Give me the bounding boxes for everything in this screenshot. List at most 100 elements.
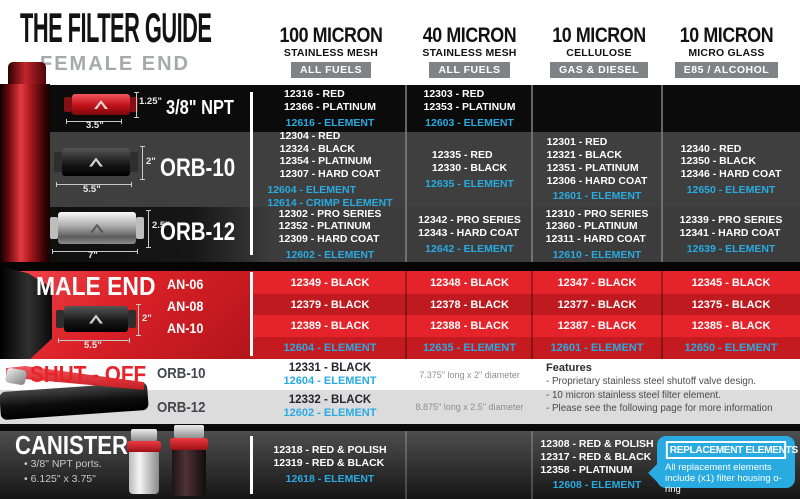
part-numbers: 12302 - PRO SERIES 12352 - PLATINUM 1230… — [278, 207, 382, 246]
canister-photo-black — [172, 450, 206, 496]
red-filter-photo-cap — [8, 62, 46, 88]
dimension-line — [52, 249, 138, 254]
element-part-numbers: 12635 - ELEMENT — [425, 177, 514, 190]
size-spec: 7.375" long x 2" diameter — [419, 369, 520, 380]
aeromotive-logo-icon — [90, 223, 104, 233]
orb12-filter-photo — [50, 212, 144, 244]
cell-shutoff-orb12: 12332 - BLACK 12602 - ELEMENT — [255, 390, 405, 424]
micron-rating: 40 MICRON — [422, 24, 517, 47]
canister-photo-cap — [127, 441, 161, 452]
npt-filter-photo — [64, 94, 138, 115]
features-list: - Proprietary stainless steel shutoff va… — [546, 376, 773, 415]
element-part-numbers: 12608 - ELEMENT — [552, 479, 642, 492]
canister-specs: • 3/8" NPT ports. • 6.125" x 3.75" — [24, 458, 102, 486]
cell-canister-100micron: 12318 - RED & POLISH 12319 - RED & BLACK… — [255, 431, 405, 499]
dimension-line — [58, 338, 130, 343]
diameter-dimension: 2.5" — [152, 220, 170, 231]
female-end-label: FEMALE END — [40, 53, 190, 75]
cell-100micron-npt: 12316 - RED 12366 - PLATINUM 12616 - ELE… — [255, 85, 405, 132]
dimension-line — [66, 119, 122, 124]
media-type: CELLULOSE — [566, 47, 632, 59]
element-part-number: 12602 - ELEMENT — [283, 407, 377, 420]
micron-rating: 100 MICRON — [279, 24, 383, 47]
label-divider — [250, 92, 253, 255]
header: THE FILTER GUIDE FEMALE END 100 MICRON S… — [0, 0, 800, 85]
cell-shutoff-orb10: 12331 - BLACK 12604 - ELEMENT — [255, 359, 405, 390]
row-label: 3/8" NPT — [166, 97, 234, 119]
cell-microglass-orb12: 12339 - PRO SERIES 12341 - HARD COAT 126… — [662, 207, 800, 262]
diameter-dimension: 2" — [142, 313, 152, 324]
row-label-shutoff-orb10: ORB-10 — [157, 365, 206, 382]
cell-100micron-an10: 12389 - BLACK — [290, 320, 370, 332]
cell-cellulose-orb12: 12310 - PRO SERIES 12360 - PLATINUM 1231… — [532, 207, 662, 262]
part-numbers: 12335 - RED 12330 - BLACK — [431, 148, 508, 174]
cell-100micron-orb12: 12302 - PRO SERIES 12352 - PLATINUM 1230… — [255, 207, 405, 262]
row-label: ORB-10 — [160, 154, 236, 182]
dimension-line — [56, 182, 132, 187]
row-label-an08: AN-08 — [167, 298, 204, 314]
row-label-an10: AN-10 — [167, 320, 204, 336]
cell-100micron-orb10: 12304 - RED 12324 - BLACK 12354 - PLATIN… — [255, 129, 405, 209]
row-label: ORB-12 — [160, 218, 236, 246]
element-part-numbers: 12604 - ELEMENT 12614 - CRIMP ELEMENT — [267, 184, 393, 209]
fuel-badge: ALL FUELS — [429, 62, 510, 78]
cell-100micron-an08: 12379 - BLACK — [290, 298, 370, 311]
length-dimension: 7" — [88, 250, 98, 261]
canister-photo-bracket — [131, 429, 157, 441]
element-part-numbers: 12616 - ELEMENT — [285, 116, 375, 129]
cell-40micron-orb12: 12342 - PRO SERIES 12343 - HARD COAT 126… — [407, 207, 532, 262]
part-numbers: 12340 - RED 12350 - BLACK 12346 - HARD C… — [680, 142, 782, 181]
part-numbers: 12304 - RED 12324 - BLACK 12354 - PLATIN… — [279, 129, 381, 181]
dimension-line — [136, 304, 141, 336]
part-number: 12331 - BLACK — [288, 361, 372, 374]
element-part-numbers: 12650 - ELEMENT — [684, 342, 778, 354]
part-numbers: 12301 - RED 12321 - BLACK 12351 - PLATIN… — [546, 136, 648, 187]
row-npt: 3/8" NPT 1.25" 3.5" 12316 - RED 12366 - … — [0, 85, 800, 217]
cell-microglass-an10: 12385 - BLACK — [691, 320, 771, 332]
part-numbers: 12310 - PRO SERIES 12360 - PLATINUM 1231… — [545, 207, 649, 246]
element-part-numbers: 12635 - ELEMENT — [423, 342, 516, 354]
element-part-numbers: 12618 - ELEMENT — [285, 473, 375, 485]
cell-cellulose-an10: 12387 - BLACK — [557, 320, 637, 332]
diameter-dimension: 1.25" — [139, 96, 162, 107]
male-end-title: MALE END — [36, 271, 156, 301]
element-part-numbers: 12603 - ELEMENT — [425, 116, 514, 129]
canister-title: CANISTER — [15, 430, 128, 460]
fuel-badge: ALL FUELS — [290, 62, 372, 78]
size-spec: 8.875" long x 2.5" diameter — [415, 402, 524, 412]
diameter-dimension: 2" — [146, 156, 156, 167]
column-divider — [661, 271, 663, 359]
column-divider — [661, 85, 663, 262]
an-filter-photo — [56, 306, 136, 332]
row-label-shutoff-orb12: ORB-12 — [157, 399, 206, 416]
cell-microglass-an08: 12375 - BLACK — [691, 298, 771, 311]
micron-rating: 10 MICRON — [679, 24, 774, 47]
cell-40micron-npt: 12303 - RED 12353 - PLATINUM 12603 - ELE… — [407, 85, 532, 132]
cell-microglass-orb10: 12340 - RED 12350 - BLACK 12346 - HARD C… — [662, 132, 800, 207]
column-divider — [531, 85, 533, 262]
part-numbers: 12308 - RED & POLISH 12317 - RED & BLACK… — [540, 438, 654, 476]
label-divider — [250, 272, 253, 356]
dimension-line — [146, 210, 151, 248]
cell-canister-cellulose: 12308 - RED & POLISH 12317 - RED & BLACK… — [532, 431, 662, 499]
column-divider — [531, 271, 533, 359]
column-divider — [531, 431, 533, 499]
row-orb10: ORB-10 2" 5.5" 12304 - RED 12324 - BLACK… — [0, 129, 800, 209]
label-divider — [250, 436, 253, 494]
length-dimension: 5.5" — [84, 340, 102, 351]
element-part-numbers: 12601 - ELEMENT — [552, 190, 642, 203]
dimension-line — [140, 146, 145, 180]
section-divider — [0, 424, 800, 431]
replacement-elements-callout: REPLACEMENT ELEMENTS All replacement ele… — [657, 436, 798, 495]
column-divider — [405, 431, 407, 499]
cell-cellulose-an08: 12377 - BLACK — [557, 298, 637, 311]
cell-cellulose-an06: 12347 - BLACK — [557, 276, 637, 289]
canister-photo-cap — [170, 438, 208, 450]
canister-photo-polish — [129, 452, 159, 494]
cell-40micron-an08: 12378 - BLACK — [430, 298, 509, 311]
part-numbers: 12339 - PRO SERIES 12341 - HARD COAT — [679, 213, 783, 239]
canister-photo-bracket — [174, 425, 204, 438]
row-orb12: ORB-12 2.5" 7" 12302 - PRO SERIES 12352 … — [0, 207, 800, 262]
element-part-numbers: 12610 - ELEMENT — [552, 248, 642, 261]
